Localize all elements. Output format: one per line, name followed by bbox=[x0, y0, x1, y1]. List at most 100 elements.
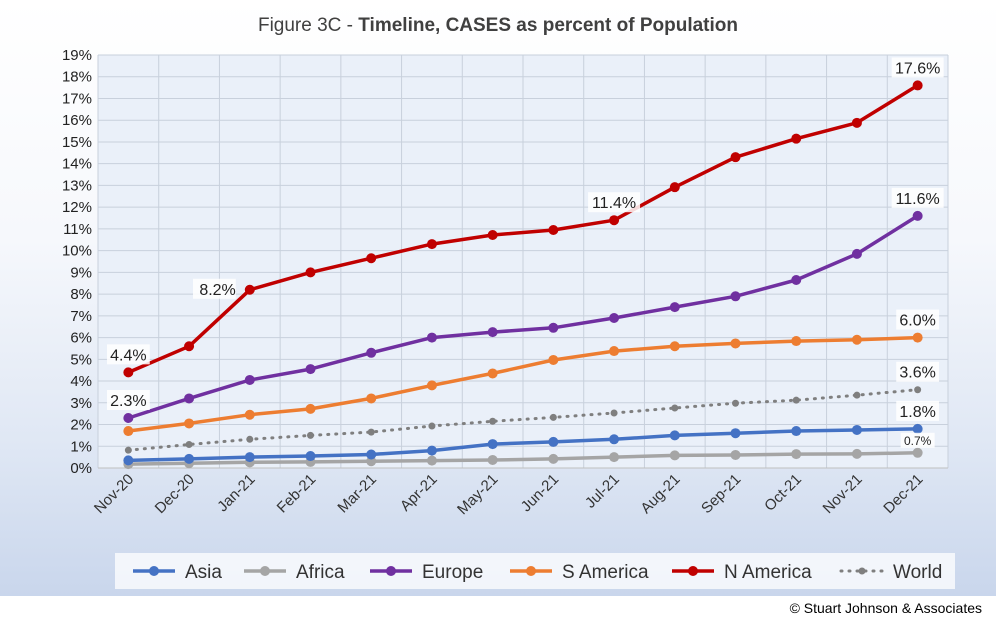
legend-swatch-marker bbox=[386, 566, 396, 576]
data-point-s-america bbox=[791, 336, 802, 347]
data-point-asia bbox=[548, 436, 559, 447]
data-point-europe bbox=[730, 291, 741, 302]
x-tick-label: Jun-21 bbox=[518, 471, 562, 515]
legend-item-s-america: S America bbox=[510, 562, 649, 583]
data-point-asia bbox=[730, 428, 741, 439]
y-axis: 0% 1% 2% 3% 4% 5% 6% 7% 8% 9% 10% 11% 12% 13% 14% 15% 16… bbox=[62, 47, 92, 477]
data-label-bg bbox=[896, 400, 940, 421]
legend-item-asia: Asia bbox=[133, 562, 222, 583]
x-tick-label: Feb-21 bbox=[274, 471, 320, 517]
data-point-africa bbox=[791, 449, 802, 460]
data-label: 1.8% bbox=[899, 404, 935, 421]
data-point-europe bbox=[366, 347, 377, 358]
legend-swatch-marker bbox=[149, 566, 159, 576]
legend-item-world: World bbox=[839, 562, 942, 583]
data-point-s-america bbox=[912, 332, 923, 343]
data-point-europe bbox=[791, 274, 802, 285]
data-point-world bbox=[428, 422, 436, 430]
data-point-africa bbox=[609, 452, 620, 463]
x-tick-label: Nov-20 bbox=[91, 471, 137, 517]
data-point-world bbox=[853, 391, 861, 399]
data-label-bg bbox=[896, 309, 940, 330]
data-point-n-america bbox=[609, 215, 620, 226]
y-tick-label: 10% bbox=[62, 243, 92, 260]
y-tick-label: 3% bbox=[70, 395, 92, 412]
data-point-world bbox=[549, 413, 557, 421]
y-tick-label: 9% bbox=[70, 264, 92, 281]
legend-swatch-marker bbox=[688, 566, 698, 576]
data-point-world bbox=[246, 435, 254, 443]
data-point-n-america bbox=[184, 341, 195, 352]
data-point-n-america bbox=[669, 182, 680, 193]
x-tick-label: Jul-21 bbox=[582, 471, 623, 512]
data-point-europe bbox=[426, 332, 437, 343]
data-point-world bbox=[185, 441, 193, 449]
data-point-asia bbox=[669, 430, 680, 441]
series-line-europe bbox=[127, 214, 919, 420]
data-point-world bbox=[792, 396, 800, 404]
data-point-europe bbox=[244, 374, 255, 385]
data-point-n-america bbox=[244, 284, 255, 295]
legend-swatch-marker bbox=[858, 567, 866, 575]
series-africa bbox=[123, 447, 923, 470]
series-asia bbox=[123, 423, 923, 466]
data-point-africa bbox=[548, 453, 559, 464]
y-tick-label: 13% bbox=[62, 177, 92, 194]
data-point-asia bbox=[487, 439, 498, 450]
data-label-bg bbox=[106, 390, 150, 411]
y-tick-label: 0% bbox=[70, 460, 92, 477]
x-tick-label: Dec-21 bbox=[880, 471, 926, 517]
data-point-world bbox=[914, 386, 922, 394]
data-point-n-america bbox=[426, 239, 437, 250]
data-point-asia bbox=[184, 453, 195, 464]
data-point-asia bbox=[609, 434, 620, 445]
y-tick-label: 14% bbox=[62, 156, 92, 173]
legend-item-africa: Africa bbox=[244, 562, 345, 583]
data-point-world bbox=[367, 428, 375, 436]
grid-lines bbox=[97, 54, 949, 469]
series-line-asia bbox=[128, 427, 918, 463]
legend-label: Asia bbox=[185, 562, 222, 583]
y-tick-label: 17% bbox=[62, 90, 92, 107]
data-point-n-america bbox=[791, 133, 802, 144]
y-tick-label: 6% bbox=[70, 330, 92, 347]
copyright-notice: © Stuart Johnson & Associates bbox=[789, 600, 982, 616]
data-point-europe bbox=[609, 313, 620, 324]
legend-label: Europe bbox=[422, 562, 483, 583]
data-label: 0.7% bbox=[904, 434, 932, 448]
data-point-europe bbox=[123, 413, 134, 424]
series-s-america bbox=[123, 332, 923, 437]
data-point-s-america bbox=[244, 409, 255, 420]
y-tick-label: 18% bbox=[62, 69, 92, 86]
data-label-bg bbox=[891, 57, 944, 78]
data-point-asia bbox=[426, 445, 437, 456]
chart-area: Figure 3C - Timeline, CASES as percent o… bbox=[0, 0, 996, 596]
chart-title-bold: Timeline, CASES as percent of Population bbox=[358, 15, 738, 36]
data-point-europe bbox=[487, 327, 498, 338]
legend: Asia Africa Europe S America N America World bbox=[115, 553, 955, 589]
series-line-n-america bbox=[127, 83, 919, 375]
data-point-s-america bbox=[730, 338, 741, 349]
data-label: 11.4% bbox=[592, 195, 636, 212]
data-point-asia bbox=[791, 426, 802, 437]
x-tick-label: Mar-21 bbox=[334, 471, 380, 517]
data-label-bg bbox=[900, 432, 935, 448]
legend-item-n-america: N America bbox=[672, 562, 812, 583]
y-tick-label: 8% bbox=[70, 286, 92, 303]
data-point-s-america bbox=[851, 334, 862, 345]
data-label: 4.4% bbox=[110, 347, 146, 364]
data-point-asia bbox=[851, 424, 862, 435]
data-point-world bbox=[610, 409, 618, 417]
data-point-n-america bbox=[123, 367, 134, 378]
chart-title: Figure 3C - Timeline, CASES as percent o… bbox=[258, 15, 738, 36]
data-point-s-america bbox=[184, 418, 195, 429]
data-point-europe bbox=[851, 248, 862, 259]
series-line-africa bbox=[128, 451, 918, 466]
y-tick-label: 19% bbox=[62, 47, 92, 64]
y-tick-label: 16% bbox=[62, 112, 92, 129]
data-point-n-america bbox=[366, 253, 377, 264]
data-point-africa bbox=[669, 450, 680, 461]
data-point-asia bbox=[305, 451, 316, 462]
x-tick-label: Dec-20 bbox=[152, 471, 198, 517]
data-label: 8.2% bbox=[199, 282, 235, 299]
